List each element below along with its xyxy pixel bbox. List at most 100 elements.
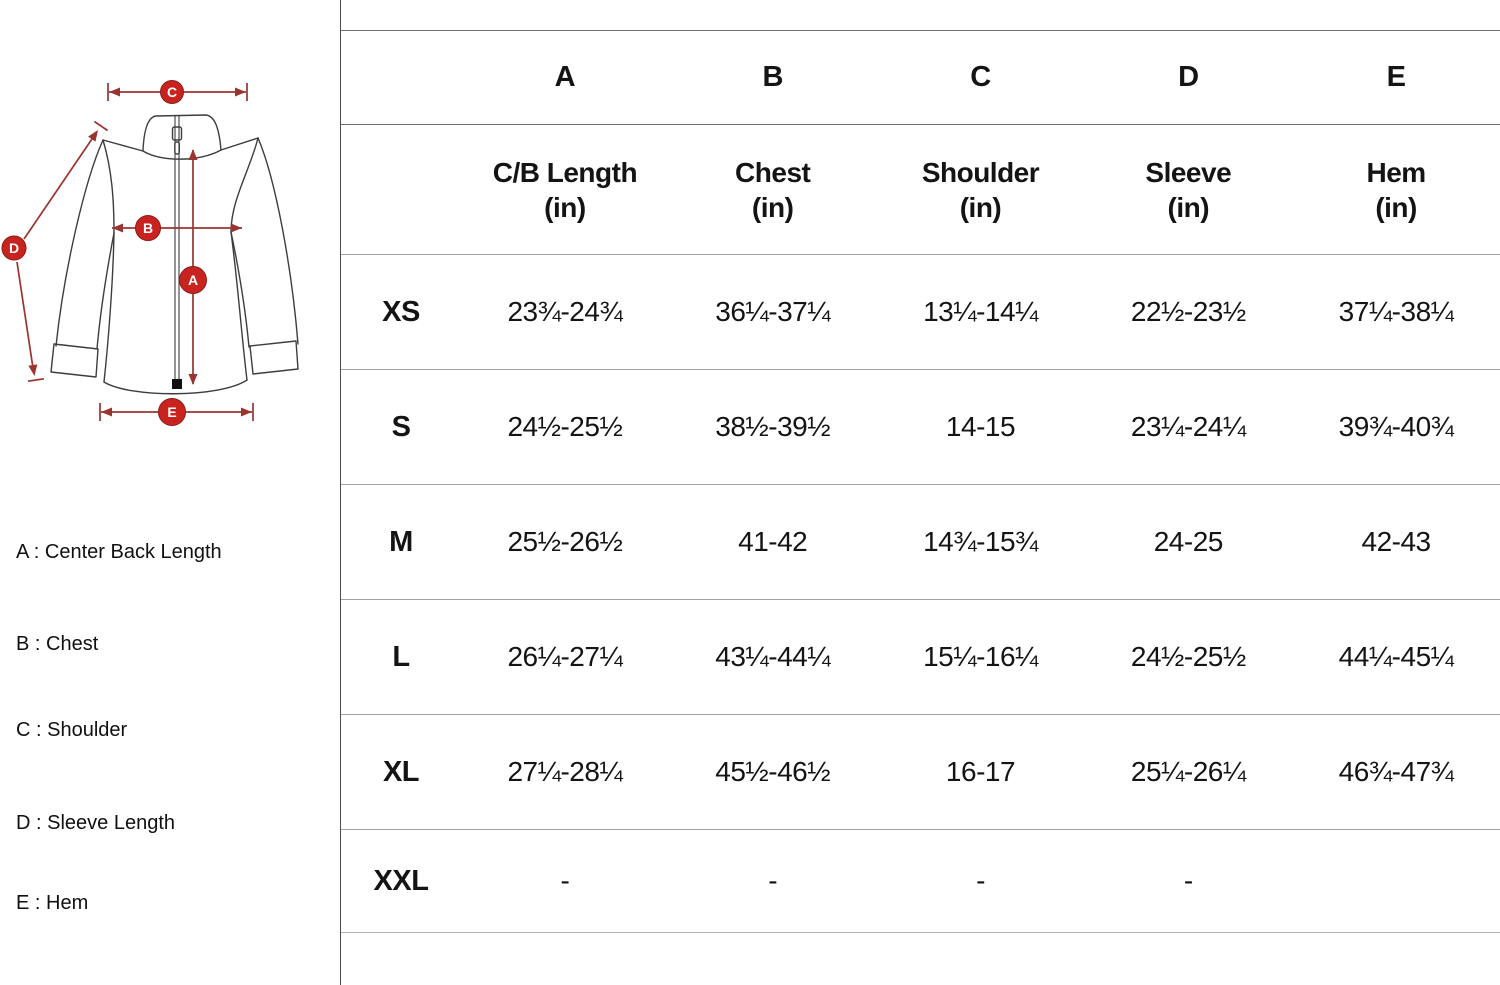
marker-letter-d: D bbox=[9, 240, 19, 256]
cell-value: 38½-39½ bbox=[715, 411, 831, 442]
cell-value: - bbox=[768, 865, 778, 896]
column-letters-row: A B C D E bbox=[341, 30, 1500, 125]
column-unit: (in) bbox=[544, 191, 586, 223]
tick bbox=[27, 377, 45, 383]
cell-value: 46¾-47¾ bbox=[1338, 756, 1454, 787]
marker-circle-a bbox=[179, 266, 207, 294]
marker-circle-e bbox=[158, 398, 186, 426]
left-shoulder bbox=[102, 139, 144, 152]
size-label: L bbox=[392, 640, 410, 673]
right-cuff bbox=[249, 340, 299, 375]
cell-value: 23¼-24¼ bbox=[1130, 411, 1246, 442]
column-name: Hem bbox=[1366, 156, 1426, 188]
column-name: C/B Length bbox=[492, 156, 638, 188]
column-header-hem: Hem (in) bbox=[1292, 125, 1500, 254]
column-name: Chest bbox=[735, 156, 811, 188]
legend-item-c: C : Shoulder bbox=[16, 719, 128, 741]
arrowhead bbox=[28, 364, 38, 376]
column-letter-c: C bbox=[970, 61, 991, 93]
cell-value: 26¼-27¼ bbox=[507, 641, 623, 672]
arrowhead bbox=[188, 149, 198, 160]
cell-value: 13¼-14¼ bbox=[923, 296, 1038, 327]
jacket-outline bbox=[50, 114, 299, 395]
cell-value: 39¾-40¾ bbox=[1338, 411, 1454, 442]
cell-value: 14¾-15¾ bbox=[923, 526, 1038, 557]
column-letter-d: D bbox=[1178, 61, 1199, 93]
cell-value: 27¼-28¼ bbox=[507, 756, 623, 787]
table-row-l: L 26¼-27¼ 43¼-44¼ 15¼-16¼ 24½-25½ 44¼-45… bbox=[341, 600, 1500, 715]
column-header-sleeve: Sleeve (in) bbox=[1084, 125, 1292, 254]
size-chart-table: A B C D E C/B Length (in) Chest (in) Sho… bbox=[341, 30, 1500, 933]
marker-circle-b bbox=[135, 215, 161, 241]
corner-cell bbox=[341, 125, 461, 254]
measure-arrow-c: C bbox=[107, 80, 248, 104]
table-row-xl: XL 27¼-28¼ 45½-46½ 16-17 25¼-26¼ 46¾-47¾ bbox=[341, 715, 1500, 830]
column-name: Shoulder bbox=[921, 156, 1040, 188]
column-letter-e: E bbox=[1386, 61, 1406, 93]
vertical-divider bbox=[340, 0, 341, 985]
cell-value: 23¾-24¾ bbox=[507, 296, 623, 327]
cell-value: - bbox=[976, 865, 985, 896]
column-unit: (in) bbox=[1167, 191, 1210, 223]
right-sleeve-inner bbox=[230, 231, 250, 348]
left-armhole-seam bbox=[102, 139, 115, 234]
right-armhole-seam bbox=[230, 137, 259, 233]
cell-value: 37¼-38¼ bbox=[1338, 296, 1454, 327]
table-row-xs: XS 23¾-24¾ 36¼-37¼ 13¼-14¼ 22½-23½ 37¼-3… bbox=[341, 255, 1500, 370]
column-letter-a: A bbox=[554, 61, 576, 93]
column-name: Sleeve bbox=[1145, 156, 1232, 188]
cell-value: 41-42 bbox=[738, 526, 808, 557]
arrowhead bbox=[235, 87, 246, 97]
left-body-side bbox=[103, 232, 115, 383]
cell-value: 14-15 bbox=[945, 411, 1016, 442]
table-row-s: S 24½-25½ 38½-39½ 14-15 23¼-24¼ 39¾-40¾ bbox=[341, 370, 1500, 485]
tick bbox=[93, 120, 109, 132]
cell-value: 25½-26½ bbox=[507, 526, 623, 557]
measure-arrow-e: E bbox=[99, 398, 254, 426]
arrowhead bbox=[88, 130, 98, 142]
left-sleeve-inner bbox=[96, 232, 115, 350]
arrowhead bbox=[241, 407, 252, 417]
cell-value: 42-43 bbox=[1361, 526, 1432, 557]
column-header-cb-length: C/B Length (in) bbox=[461, 125, 669, 254]
cell-value: - bbox=[560, 865, 570, 896]
size-label: S bbox=[391, 410, 411, 443]
legend-item-b: B : Chest bbox=[16, 633, 99, 655]
cell-value: 24½-25½ bbox=[1130, 641, 1246, 672]
marker-circle-d bbox=[1, 235, 27, 261]
left-cuff bbox=[50, 343, 99, 378]
measure-arrow-d: D bbox=[1, 120, 109, 383]
arrowhead bbox=[112, 223, 123, 233]
hem-curve bbox=[103, 379, 248, 395]
right-sleeve-outer bbox=[257, 137, 299, 345]
marker-letter-e: E bbox=[167, 404, 176, 420]
arrowhead bbox=[188, 374, 198, 385]
column-unit: (in) bbox=[751, 191, 794, 223]
arrowhead bbox=[101, 407, 112, 417]
column-letter-b: B bbox=[762, 61, 783, 93]
size-label: XL bbox=[382, 755, 420, 788]
legend-item-d: D : Sleeve Length bbox=[16, 812, 175, 834]
cell-value: 36¼-37¼ bbox=[715, 296, 831, 327]
cell-value: 24½-25½ bbox=[507, 411, 623, 442]
measure-arrow-a: A bbox=[179, 149, 207, 385]
marker-letter-b: B bbox=[143, 220, 153, 236]
collar-outer bbox=[142, 114, 222, 152]
cell-value: 43¼-44¼ bbox=[715, 641, 831, 672]
right-shoulder bbox=[220, 137, 259, 151]
column-names-row: C/B Length (in) Chest (in) Shoulder (in)… bbox=[341, 125, 1500, 255]
cell-value: 25¼-26¼ bbox=[1130, 756, 1246, 787]
measure-arrow-b: B bbox=[112, 215, 242, 241]
jacket-measurement-diagram: C B A D E bbox=[1, 80, 299, 426]
arrowhead bbox=[231, 223, 242, 233]
table-row-xxl: XXL - - - - bbox=[341, 830, 1500, 933]
legend-item-a: A : Center Back Length bbox=[16, 541, 222, 563]
cell-value: 15¼-16¼ bbox=[923, 641, 1038, 672]
corner-cell bbox=[341, 31, 461, 124]
column-header-chest: Chest (in) bbox=[669, 125, 877, 254]
table-row-m: M 25½-26½ 41-42 14¾-15¾ 24-25 42-43 bbox=[341, 485, 1500, 600]
marker-letter-a: A bbox=[188, 272, 198, 288]
right-body-side bbox=[230, 231, 248, 381]
cell-value: - bbox=[1183, 865, 1193, 896]
collar-neckline bbox=[142, 149, 222, 160]
